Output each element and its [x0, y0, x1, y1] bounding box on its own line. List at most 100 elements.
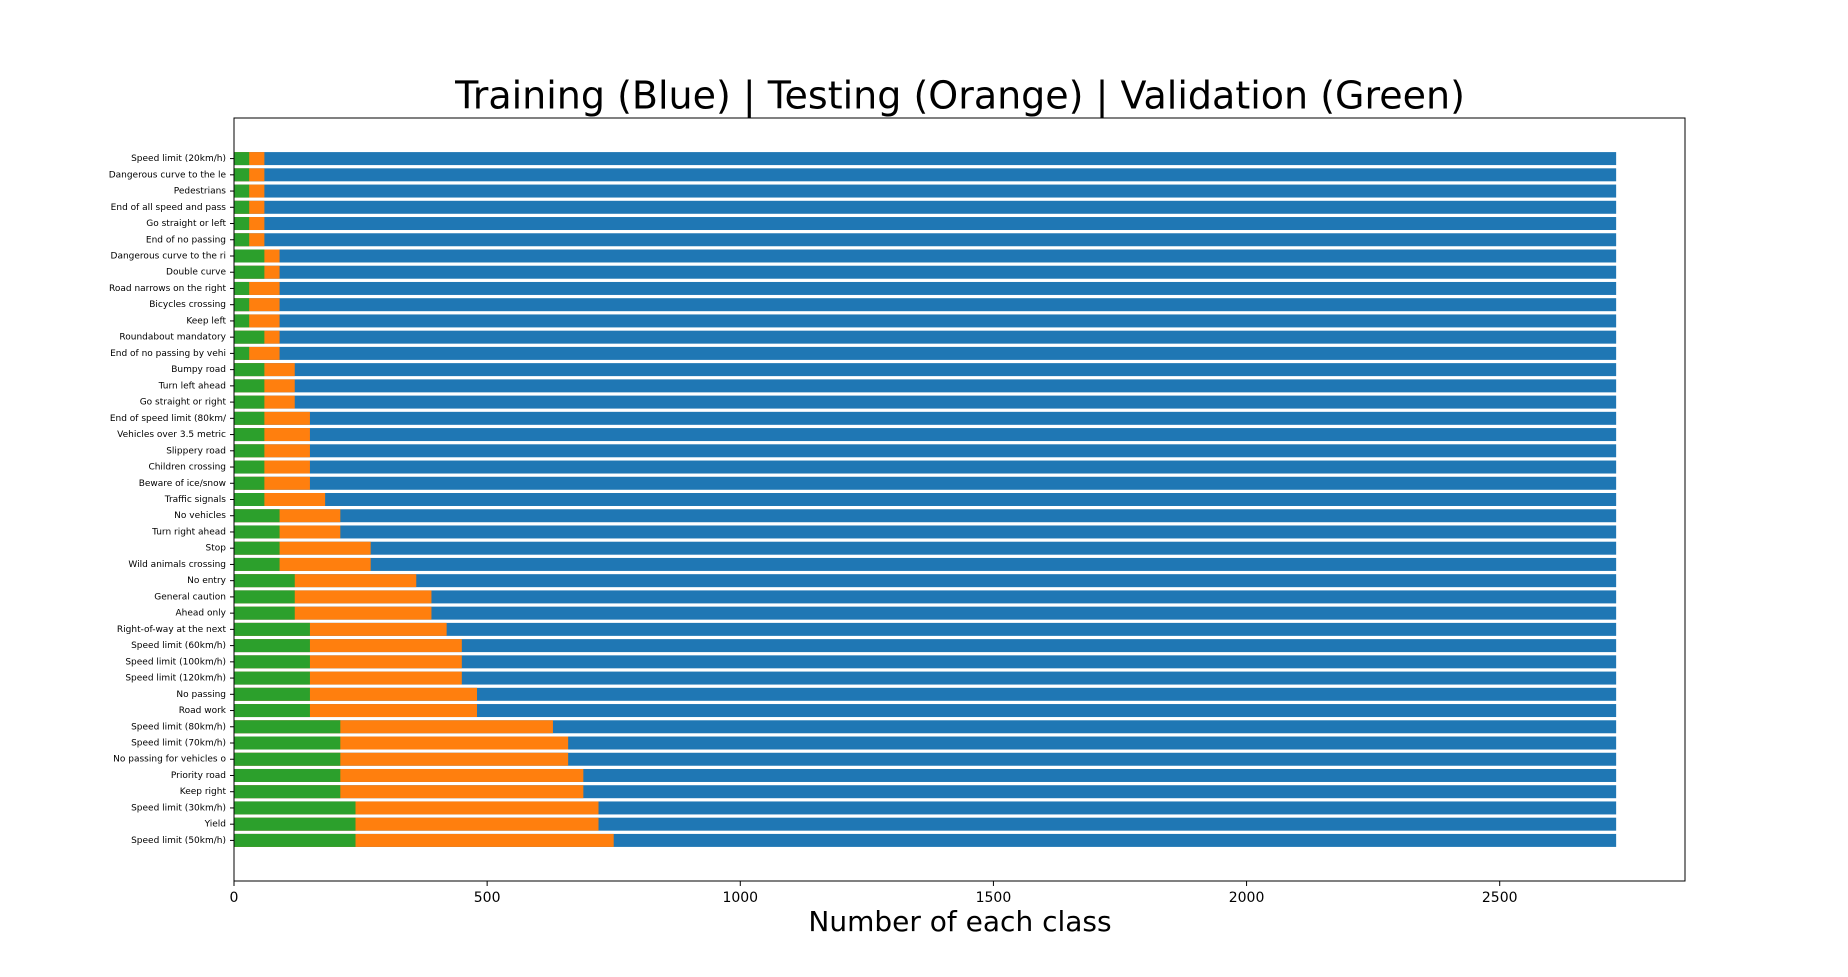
x-tick-label: 2500 [1482, 890, 1518, 906]
y-tick-label: Slippery road [166, 446, 226, 456]
y-tick-label: Dangerous curve to the ri [111, 251, 226, 261]
bar [234, 574, 1617, 588]
bar [234, 184, 250, 198]
bar [234, 590, 1617, 604]
bar [234, 249, 1617, 263]
bar [234, 736, 1617, 750]
bar [234, 233, 250, 247]
bar [234, 460, 265, 474]
y-tick-label: Yield [204, 820, 226, 830]
bar [234, 281, 250, 295]
bar [234, 671, 1617, 685]
y-tick-label: End of no passing by vehi [110, 349, 226, 359]
y-tick-label: Children crossing [148, 463, 226, 473]
bar [234, 217, 250, 231]
y-tick-label: Go straight or left [146, 219, 226, 229]
bar [234, 444, 265, 458]
bar [234, 557, 280, 571]
bar [234, 330, 1617, 344]
bar [234, 249, 265, 263]
bar [234, 801, 356, 815]
bar [234, 298, 1617, 312]
bar [234, 460, 1617, 474]
bar [234, 655, 1617, 669]
y-tick-label: Turn right ahead [151, 527, 226, 537]
y-tick-label: Road narrows on the right [109, 284, 226, 294]
y-tick-label: Bicycles crossing [149, 300, 226, 310]
bar [234, 833, 356, 847]
bar [234, 411, 265, 425]
y-tick-label: Speed limit (100km/h) [125, 657, 226, 667]
bar [234, 152, 250, 166]
y-tick-label: No vehicles [174, 511, 226, 521]
bar [234, 785, 341, 799]
y-tick-label: Speed limit (70km/h) [131, 739, 226, 749]
x-axis-label: Number of each class [808, 905, 1111, 938]
bar [234, 476, 1617, 490]
y-tick-label: Wild animals crossing [128, 560, 226, 570]
bar [234, 557, 1617, 571]
bar [234, 525, 280, 539]
bar [234, 606, 295, 620]
bar [234, 574, 295, 588]
y-tick-label: Turn left ahead [158, 381, 226, 391]
chart-title: Training (Blue) | Testing (Orange) | Val… [454, 74, 1465, 119]
y-tick-label: Speed limit (30km/h) [131, 803, 226, 813]
bar [234, 622, 1617, 636]
y-tick-label: Go straight or right [140, 398, 227, 408]
bar [234, 428, 1617, 442]
bar [234, 363, 1617, 377]
y-tick-label: Vehicles over 3.5 metric [117, 430, 226, 440]
bar [234, 509, 280, 523]
y-tick-label: Speed limit (50km/h) [131, 836, 226, 846]
plot-frame [233, 117, 1686, 882]
x-tick-label: 1000 [722, 890, 758, 906]
bar [234, 346, 250, 360]
bar [234, 704, 1617, 718]
y-tick-label: Traffic signals [164, 495, 227, 505]
bar [234, 720, 341, 734]
bar [234, 265, 265, 279]
y-tick-label: Speed limit (60km/h) [131, 641, 226, 651]
bar [234, 639, 310, 653]
bar [234, 168, 1617, 182]
x-tick-label: 0 [230, 890, 239, 906]
bar [234, 476, 265, 490]
y-tick-label: Keep left [186, 316, 226, 326]
y-tick-label: Double curve [166, 268, 226, 278]
bar [234, 704, 310, 718]
bar [234, 233, 1617, 247]
bar [234, 395, 265, 409]
y-tick-label: No passing for vehicles o [113, 755, 226, 765]
bar [234, 817, 356, 831]
x-tick-label: 2000 [1229, 890, 1265, 906]
bar [234, 752, 341, 766]
y-tick-label: Keep right [180, 787, 227, 797]
bar [234, 509, 1617, 523]
y-tick-label: Beware of ice/snow [139, 479, 226, 489]
y-tick-label: Road work [179, 706, 227, 716]
bar [234, 168, 250, 182]
y-tick-label: End of all speed and pass [111, 203, 227, 213]
y-tick-label: General caution [154, 592, 226, 602]
bar [234, 541, 1617, 555]
bar [234, 314, 1617, 328]
bar [234, 200, 250, 214]
y-tick-label: Roundabout mandatory [119, 333, 226, 343]
bar [234, 541, 280, 555]
bar [234, 281, 1617, 295]
y-tick-label: Speed limit (80km/h) [131, 722, 226, 732]
bar [234, 639, 1617, 653]
bar [234, 606, 1617, 620]
y-tick-label: Right-of-way at the next [117, 625, 227, 635]
x-tick-label: 1500 [976, 890, 1012, 906]
y-tick-label: No entry [187, 576, 227, 586]
bar [234, 363, 265, 377]
bar [234, 411, 1617, 425]
bar [234, 200, 1617, 214]
y-tick-label: End of no passing [146, 235, 226, 245]
bar [234, 395, 1617, 409]
bar [234, 493, 265, 506]
bar [234, 379, 1617, 393]
bar [234, 330, 265, 344]
